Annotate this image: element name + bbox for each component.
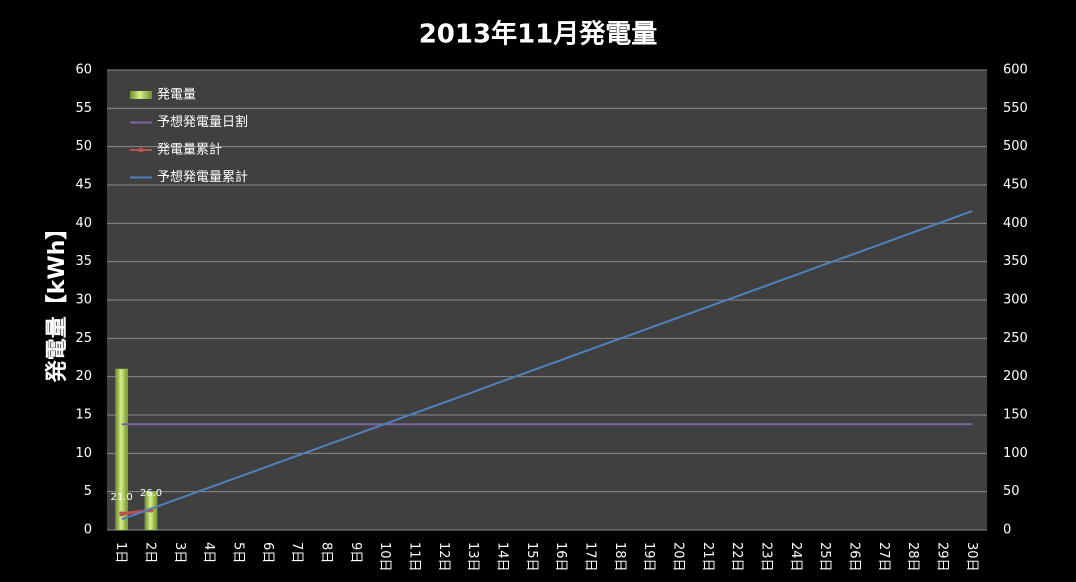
legend-label: 発電量累計 (157, 142, 222, 158)
bar (115, 368, 128, 531)
legend-label: 発電量 (157, 88, 196, 103)
marker (119, 511, 125, 517)
x-tick-label: 8日 (319, 542, 334, 563)
y2-tick-label: 550 (1003, 101, 1028, 116)
x-tick-label: 3日 (172, 542, 187, 563)
y-tick-label: 0 (84, 523, 92, 538)
x-tick-label: 2日 (143, 542, 158, 563)
data-label: 26.0 (140, 488, 162, 499)
y2-tick-label: 150 (1003, 408, 1028, 423)
x-tick-label: 26日 (847, 542, 862, 572)
y-tick-label: 60 (75, 63, 92, 78)
x-tick-label: 4日 (201, 542, 216, 563)
x-tick-label: 25日 (817, 542, 832, 572)
x-tick-label: 7日 (289, 542, 304, 563)
y-tick-label: 50 (75, 139, 92, 154)
y-tick-label: 45 (75, 178, 92, 193)
y2-tick-label: 0 (1003, 523, 1011, 538)
y-axis-label: 発電量【kWh】 (45, 218, 70, 384)
x-tick-label: 18日 (612, 542, 627, 572)
y2-tick-label: 600 (1003, 63, 1028, 78)
y-tick-label: 10 (75, 446, 92, 461)
y-tick-label: 15 (75, 408, 92, 423)
chart-title: 2013年11月発電量 (419, 19, 658, 50)
x-tick-label: 19日 (641, 542, 656, 572)
y2-tick-label: 250 (1003, 331, 1028, 346)
x-tick-label: 23日 (759, 542, 774, 572)
x-tick-label: 27日 (876, 542, 891, 572)
y-tick-label: 20 (75, 369, 92, 384)
y2-tick-label: 450 (1003, 178, 1028, 193)
y2-tick-label: 50 (1003, 484, 1020, 499)
x-tick-label: 14日 (495, 542, 510, 572)
x-tick-label: 1日 (113, 542, 128, 563)
y-tick-label: 30 (75, 293, 92, 308)
x-tick-label: 30日 (964, 542, 979, 572)
y-tick-label: 35 (75, 254, 92, 269)
x-tick-label: 10日 (377, 542, 392, 572)
y-tick-label: 25 (75, 331, 92, 346)
y2-tick-label: 300 (1003, 293, 1028, 308)
x-tick-label: 17日 (583, 542, 598, 572)
legend-marker (138, 147, 144, 153)
y2-tick-label: 500 (1003, 139, 1028, 154)
y-tick-label: 40 (75, 216, 92, 231)
x-tick-label: 12日 (436, 542, 451, 572)
x-tick-label: 24日 (788, 542, 803, 572)
y-tick-label: 5 (84, 484, 92, 499)
y2-tick-label: 200 (1003, 369, 1028, 384)
x-tick-label: 15日 (524, 542, 539, 572)
x-tick-label: 6日 (260, 542, 275, 563)
y-tick-label: 55 (75, 101, 92, 116)
x-tick-label: 11日 (407, 542, 422, 572)
legend-label: 予想発電量日割 (157, 114, 248, 130)
line (121, 210, 973, 521)
y2-tick-label: 350 (1003, 254, 1028, 269)
x-tick-label: 13日 (465, 542, 480, 572)
y2-tick-label: 100 (1003, 446, 1028, 461)
x-tick-label: 29日 (935, 542, 950, 572)
x-tick-label: 20日 (671, 542, 686, 572)
x-tick-label: 21日 (700, 542, 715, 572)
legend-swatch (130, 91, 152, 99)
x-tick-label: 22日 (729, 542, 744, 572)
data-label: 21.0 (111, 492, 133, 503)
x-tick-label: 9日 (348, 542, 363, 563)
x-tick-label: 28日 (905, 542, 920, 572)
x-tick-label: 5日 (231, 542, 246, 563)
y2-tick-label: 400 (1003, 216, 1028, 231)
x-tick-label: 16日 (553, 542, 568, 572)
legend-label: 予想発電量累計 (157, 169, 248, 185)
